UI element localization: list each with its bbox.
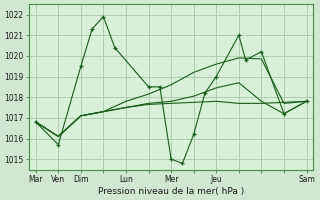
X-axis label: Pression niveau de la mer( hPa ): Pression niveau de la mer( hPa ) [98,187,244,196]
